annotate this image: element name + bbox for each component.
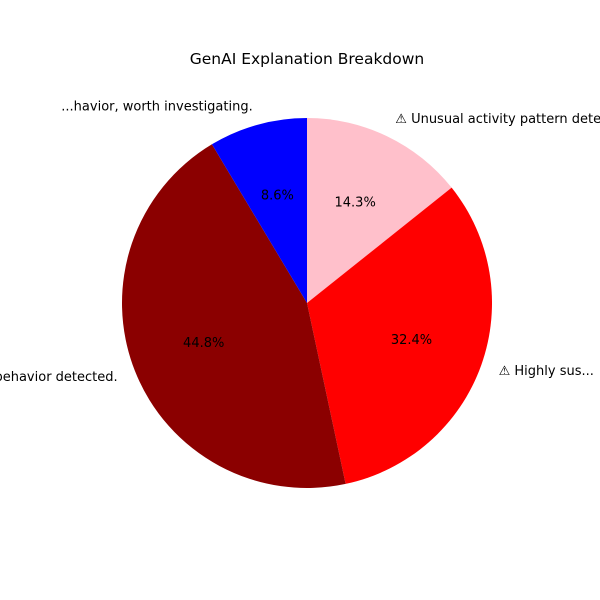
pie-category-label-1: ⚠ Highly sus...	[499, 364, 594, 379]
pie-category-label-2: ...us behavior detected.	[0, 370, 118, 385]
pie-percent-label-0: 14.3%	[335, 195, 376, 210]
pie-percent-label-3: 8.6%	[261, 189, 294, 204]
pie-slice-2	[122, 144, 346, 488]
pie-slice-0	[307, 118, 452, 303]
pie-slice-3	[211, 118, 307, 303]
pie-percent-label-1: 32.4%	[391, 333, 432, 348]
chart-title: GenAI Explanation Breakdown	[190, 50, 425, 68]
pie-percent-labels: 14.3% 32.4% 44.8% 8.6%	[183, 189, 432, 352]
pie-slice-1	[307, 187, 492, 484]
pie-category-labels: ⚠ Unusual activity pattern detected — ..…	[0, 99, 600, 385]
pie-category-label-0: ⚠ Unusual activity pattern detected — ..…	[395, 112, 600, 127]
pie-slices	[122, 118, 492, 488]
pie-category-label-3: ...havior, worth investigating.	[61, 99, 252, 114]
pie-percent-label-2: 44.8%	[183, 336, 224, 351]
